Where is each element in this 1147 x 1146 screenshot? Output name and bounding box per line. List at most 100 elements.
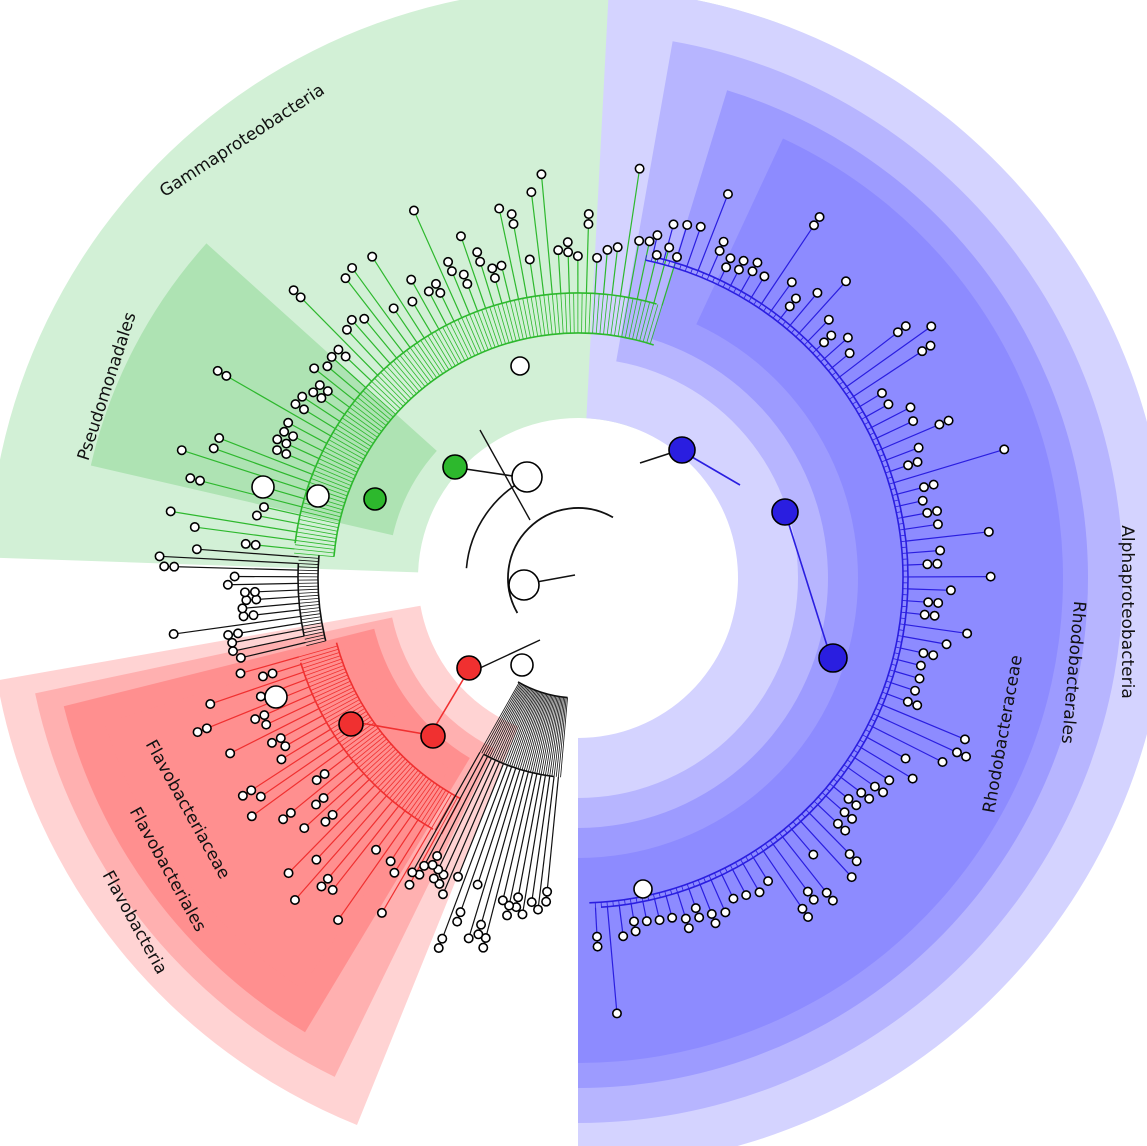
branch-line xyxy=(497,687,531,762)
branch-line xyxy=(779,832,783,838)
branch-line xyxy=(298,594,319,598)
tree-node xyxy=(407,296,418,307)
branch-line xyxy=(701,272,704,278)
tree-node xyxy=(797,903,808,914)
tree-node xyxy=(908,416,919,427)
tree-node xyxy=(326,351,337,362)
branch-line xyxy=(380,372,409,402)
branch-line xyxy=(742,863,761,893)
tree-node xyxy=(235,652,246,663)
branch-line xyxy=(555,697,566,777)
branch-line xyxy=(786,324,791,330)
branch-line xyxy=(753,300,757,305)
branch-line xyxy=(354,400,387,426)
branch-line xyxy=(313,367,356,402)
branch-line xyxy=(497,304,510,344)
branch-line xyxy=(592,293,596,334)
tree-node xyxy=(694,912,705,923)
branch-line xyxy=(427,791,450,827)
branch-line xyxy=(791,328,796,334)
tree-node xyxy=(720,907,731,918)
tree-node xyxy=(553,245,564,256)
branch-line xyxy=(896,640,902,643)
tree-node xyxy=(435,287,446,298)
tree-node xyxy=(472,247,483,258)
branch-line xyxy=(299,607,320,611)
tree-node xyxy=(487,263,498,274)
branch-line xyxy=(438,759,497,885)
branch-line xyxy=(374,378,404,407)
tree-node xyxy=(327,884,338,895)
branch-line xyxy=(505,689,535,765)
branch-line xyxy=(760,846,764,852)
tree-node xyxy=(856,787,867,798)
branch-line xyxy=(900,617,906,620)
branch-line xyxy=(568,293,571,334)
branch-line xyxy=(842,386,848,390)
branch-line xyxy=(770,281,793,311)
branch-line xyxy=(298,585,319,588)
branch-line xyxy=(824,337,849,359)
tree-node xyxy=(227,637,238,648)
branch-line xyxy=(173,615,301,635)
branch-line xyxy=(692,881,695,887)
branch-line xyxy=(427,335,450,370)
branch-line xyxy=(500,265,511,302)
tree-node xyxy=(359,313,370,324)
branch-line xyxy=(560,293,564,334)
tree-node xyxy=(289,894,300,905)
branch-line xyxy=(523,693,547,771)
branch-line xyxy=(363,746,394,774)
branch-line xyxy=(301,616,321,621)
branch-line xyxy=(797,817,802,822)
branch-line xyxy=(645,255,648,261)
branch-line xyxy=(302,625,323,630)
branch-line xyxy=(213,447,310,484)
tree-node xyxy=(205,699,216,710)
branch-line xyxy=(750,853,754,858)
branch-line xyxy=(662,259,665,265)
branch-line xyxy=(351,267,411,349)
branch-line xyxy=(502,772,534,901)
alphaproteobacteria-node xyxy=(668,436,696,464)
tree-node xyxy=(524,254,535,265)
tree-node xyxy=(237,790,248,801)
branch-line xyxy=(649,305,663,345)
tree-node xyxy=(159,561,170,572)
branch-line xyxy=(539,295,546,336)
branch-line xyxy=(304,634,325,640)
branch-line xyxy=(891,663,897,666)
flavobacteriaceae-node xyxy=(338,711,364,737)
branch-line xyxy=(393,823,426,874)
branch-line xyxy=(339,421,374,444)
branch-line xyxy=(411,751,481,873)
tree-node xyxy=(611,1008,622,1019)
tree-node xyxy=(388,303,399,314)
tree-node xyxy=(389,867,400,878)
tree-node xyxy=(634,163,645,174)
branch-line xyxy=(423,337,447,372)
tree-node xyxy=(752,257,763,268)
tree-node xyxy=(572,251,583,262)
branch-line xyxy=(420,340,444,374)
branch-line xyxy=(164,565,299,571)
branch-line xyxy=(473,312,489,351)
tree-node xyxy=(407,867,418,878)
tree-node xyxy=(526,187,537,198)
branch-line xyxy=(487,684,525,757)
tree-node xyxy=(473,929,484,940)
tree-node xyxy=(192,727,203,738)
tree-node xyxy=(168,629,179,640)
branch-line xyxy=(836,774,842,778)
tree-node xyxy=(322,873,333,884)
branch-line xyxy=(875,708,881,711)
branch-line xyxy=(386,765,414,797)
tree-node xyxy=(910,685,921,696)
branch-line xyxy=(393,360,420,392)
branch-line xyxy=(862,734,868,738)
branch-line xyxy=(809,805,814,810)
branch-line xyxy=(301,619,322,624)
branch-line xyxy=(594,257,598,294)
branch-line xyxy=(457,319,476,356)
